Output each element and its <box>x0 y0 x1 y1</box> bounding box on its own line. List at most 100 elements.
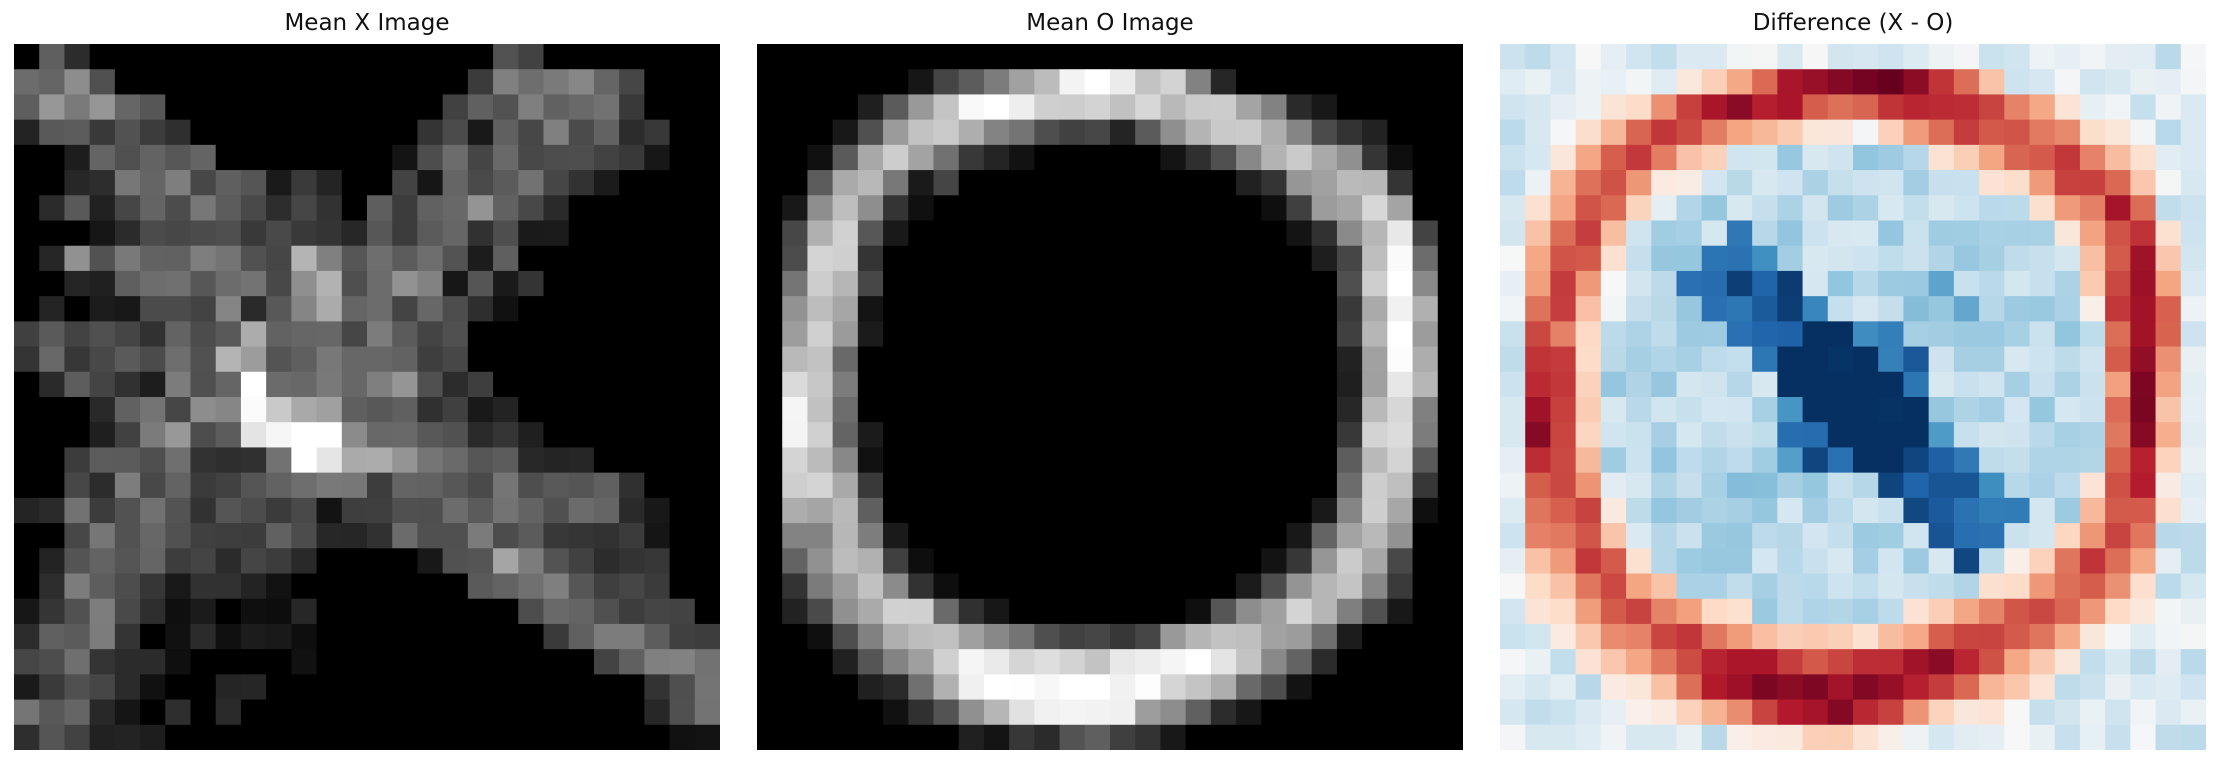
heatmap-cell <box>757 296 783 322</box>
heatmap-cell <box>1185 523 1212 549</box>
heatmap-cell <box>392 548 419 575</box>
heatmap-cell <box>983 296 1010 322</box>
heatmap-cell <box>291 321 318 348</box>
heatmap-cell <box>1626 94 1652 121</box>
heatmap-cell <box>2130 724 2157 750</box>
heatmap-cell <box>958 371 985 398</box>
heatmap-cell <box>1034 447 1061 474</box>
heatmap-cell <box>467 220 494 247</box>
heatmap-cell <box>165 523 192 549</box>
heatmap-cell <box>1676 346 1703 373</box>
heatmap-cell <box>417 623 444 650</box>
heatmap-cell <box>190 119 217 146</box>
heatmap-cell <box>165 195 192 222</box>
heatmap-cell <box>857 598 884 625</box>
heatmap-cell <box>1059 422 1086 449</box>
heatmap-cell <box>1853 44 1879 70</box>
heatmap-cell <box>1387 94 1414 121</box>
heatmap-cell <box>908 573 935 600</box>
heatmap-cell <box>1777 472 1804 499</box>
heatmap-cell <box>983 170 1010 196</box>
heatmap-cell <box>1387 422 1414 449</box>
heatmap-cell <box>2105 699 2131 726</box>
heatmap-cell <box>39 144 66 171</box>
heatmap-cell <box>832 195 859 222</box>
heatmap-cell <box>933 170 960 196</box>
heatmap-cell <box>1550 44 1577 70</box>
heatmap-cell <box>807 270 834 297</box>
heatmap-cell <box>1387 195 1414 222</box>
heatmap-cell <box>266 472 292 499</box>
heatmap-cell <box>1928 195 1955 222</box>
heatmap-cell <box>1853 447 1879 474</box>
heatmap-cell <box>89 573 116 600</box>
heatmap-cell <box>2130 44 2157 70</box>
heatmap-cell <box>417 397 444 423</box>
heatmap-cell <box>316 44 343 70</box>
heatmap-cell <box>2105 296 2131 322</box>
heatmap-cell <box>782 422 809 449</box>
heatmap-cell <box>1878 674 1905 701</box>
heatmap-cell <box>593 321 620 348</box>
heatmap-cell <box>1311 371 1338 398</box>
heatmap-cell <box>493 94 519 121</box>
heatmap-cell <box>1185 371 1212 398</box>
heatmap-cell <box>1676 44 1703 70</box>
heatmap-cell <box>2105 598 2131 625</box>
heatmap-cell <box>1979 371 2005 398</box>
heatmap-cell <box>1336 397 1363 423</box>
heatmap-cell <box>2130 422 2157 449</box>
heatmap-cell <box>14 144 40 171</box>
heatmap-cell <box>1286 472 1313 499</box>
heatmap-cell <box>1827 69 1854 96</box>
heatmap-cell <box>2079 69 2106 96</box>
heatmap-cell <box>757 699 783 726</box>
heatmap-cell <box>2180 245 2206 272</box>
panel-mean-o: Mean O Image <box>757 0 1463 766</box>
heatmap-cell <box>64 321 91 348</box>
heatmap-cell <box>1110 724 1136 750</box>
heatmap-cell <box>1726 296 1753 322</box>
heatmap-cell <box>190 94 217 121</box>
heatmap-cell <box>883 170 909 196</box>
heatmap-cell <box>2155 472 2182 499</box>
heatmap-cell <box>467 69 494 96</box>
heatmap-cell <box>1387 649 1414 675</box>
heatmap-cell <box>1752 270 1778 297</box>
heatmap-cell <box>883 144 909 171</box>
heatmap-cell <box>266 94 292 121</box>
heatmap-cell <box>883 447 909 474</box>
heatmap-cell <box>1676 270 1703 297</box>
heatmap-cell <box>240 69 267 96</box>
heatmap-cell <box>1651 69 1678 96</box>
heatmap-cell <box>316 397 343 423</box>
heatmap-cell <box>1387 523 1414 549</box>
heatmap-cell <box>669 598 696 625</box>
heatmap-cell <box>1878 245 1905 272</box>
heatmap-cell <box>114 724 141 750</box>
heatmap-cell <box>518 598 545 625</box>
heatmap-cell <box>1600 422 1627 449</box>
heatmap-cell <box>1210 245 1237 272</box>
heatmap-cell <box>1110 195 1136 222</box>
heatmap-cell <box>1953 195 1980 222</box>
heatmap-cell <box>1525 220 1552 247</box>
heatmap-cell <box>1853 371 1879 398</box>
heatmap-cell <box>1600 296 1627 322</box>
heatmap-cell <box>1387 724 1414 750</box>
heatmap-cell <box>2155 699 2182 726</box>
heatmap-cell <box>114 170 141 196</box>
heatmap-cell <box>392 44 419 70</box>
heatmap-cell <box>543 321 570 348</box>
heatmap-cell <box>669 44 696 70</box>
heatmap-cell <box>782 397 809 423</box>
heatmap-cell <box>14 346 40 373</box>
heatmap-cell <box>2079 724 2106 750</box>
heatmap-cell <box>2054 170 2081 196</box>
heatmap-cell <box>1726 573 1753 600</box>
heatmap-cell <box>933 548 960 575</box>
heatmap-cell <box>832 674 859 701</box>
heatmap-cell <box>1575 523 1602 549</box>
heatmap-cell <box>1336 422 1363 449</box>
heatmap-cell <box>1311 270 1338 297</box>
